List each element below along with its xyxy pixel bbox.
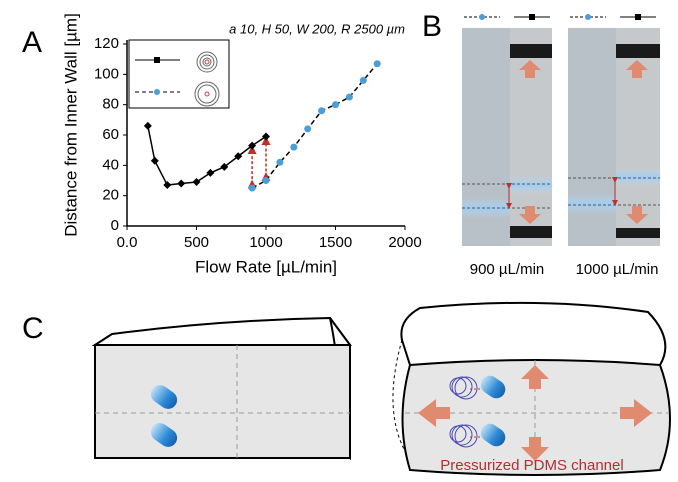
data-point (220, 162, 229, 171)
data-point (177, 179, 186, 188)
y-tick-label: 20 (102, 187, 119, 204)
y-tick-label: 100 (94, 65, 119, 82)
y-tick-label: 40 (102, 156, 119, 173)
pressurized-diagram (392, 301, 671, 476)
legend-sample (464, 14, 656, 20)
x-tick-label: 1000 (249, 234, 282, 251)
legend-marker (154, 89, 160, 95)
panel-label: B (422, 10, 442, 43)
data-point (206, 168, 215, 177)
x-tick-label: 2000 (388, 234, 421, 251)
panel-label: A (22, 26, 42, 59)
data-point (332, 101, 339, 109)
channel-diagram (91, 316, 352, 461)
legend (128, 39, 230, 109)
spiral-icon (197, 84, 217, 104)
spiral-icon (204, 59, 210, 65)
legend-box (128, 39, 230, 109)
data-point (248, 141, 257, 150)
x-tick-label: 500 (184, 234, 209, 251)
data-point (163, 181, 172, 190)
spiral-icon (202, 57, 212, 67)
micrograph (568, 28, 660, 246)
data-point (359, 76, 367, 84)
series-line (147, 125, 267, 186)
y-tick-label: 0 (111, 217, 119, 234)
data-point (345, 93, 353, 101)
spiral-icon (204, 91, 210, 97)
data-point (262, 132, 270, 141)
x-axis-label: Flow Rate [µL/min] (195, 257, 337, 276)
data-point (192, 178, 201, 187)
data-point (143, 121, 152, 130)
data-point (248, 184, 256, 192)
micrograph (462, 28, 552, 246)
legend-marker (154, 57, 160, 63)
y-tick-label: 80 (102, 96, 119, 113)
y-tick-label: 120 (94, 35, 119, 52)
series-line (251, 63, 378, 189)
x-tick-label: 0.0 (117, 234, 138, 251)
y-tick-label: 60 (102, 126, 119, 143)
caption: 1000 µL/min (576, 261, 659, 278)
spiral-icon (194, 81, 220, 107)
data-point (373, 60, 381, 68)
data-point (290, 143, 298, 151)
panel-label: C (22, 312, 44, 345)
y-axis-label: Distance from Inner Wall [µm] (61, 13, 80, 237)
caption: Pressurized PDMS channel (440, 457, 623, 474)
data-point (276, 158, 284, 166)
spiral-icon (196, 51, 218, 73)
data-point (304, 125, 312, 133)
data-point (234, 152, 243, 161)
spiral-icon (199, 54, 215, 70)
data-point (150, 156, 159, 165)
caption: 900 µL/min (470, 261, 545, 278)
data-point (318, 107, 326, 115)
data-point (262, 177, 270, 184)
chart-title: a 10, H 50, W 200, R 2500 µm (229, 21, 405, 36)
x-tick-label: 1500 (319, 234, 352, 251)
chart: a 10, H 50, W 200, R 2500 µm0.0 500 1000 15… (61, 13, 421, 276)
